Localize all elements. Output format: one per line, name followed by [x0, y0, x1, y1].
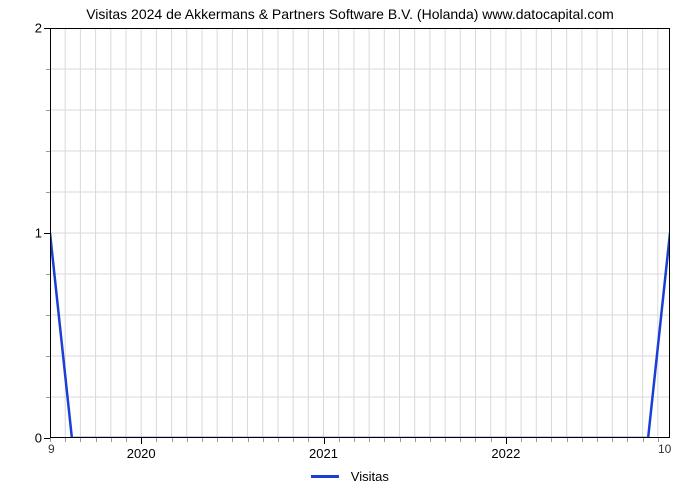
ytick-label: 1 — [12, 226, 42, 241]
xtick-label: 2022 — [491, 446, 520, 461]
legend-label: Visitas — [351, 469, 389, 484]
xtick-minor — [65, 438, 66, 442]
xtick-minor — [597, 438, 598, 442]
xtick-label: 2021 — [309, 446, 338, 461]
ytick-minor — [46, 151, 50, 152]
ytick-mark — [44, 233, 50, 234]
ytick-minor — [46, 397, 50, 398]
ytick-minor — [46, 69, 50, 70]
xtick-mark — [506, 438, 507, 444]
xtick-minor — [582, 438, 583, 442]
xtick-minor — [278, 438, 279, 442]
xtick-minor — [248, 438, 249, 442]
ytick-minor — [46, 110, 50, 111]
xtick-minor — [536, 438, 537, 442]
xtick-minor — [80, 438, 81, 442]
xtick-minor — [217, 438, 218, 442]
xtick-minor — [415, 438, 416, 442]
legend-swatch — [311, 475, 339, 478]
ytick-minor — [46, 356, 50, 357]
xtick-minor — [521, 438, 522, 442]
xtick-minor — [96, 438, 97, 442]
ytick-label: 2 — [12, 21, 42, 36]
xtick-minor — [400, 438, 401, 442]
xtick-minor — [627, 438, 628, 442]
xtick-minor — [445, 438, 446, 442]
chart-container: Visitas 2024 de Akkermans & Partners Sof… — [0, 0, 700, 500]
xtick-minor — [460, 438, 461, 442]
xtick-minor — [293, 438, 294, 442]
xtick-minor — [491, 438, 492, 442]
xtick-label: 2020 — [127, 446, 156, 461]
xtick-minor — [202, 438, 203, 442]
xtick-minor — [354, 438, 355, 442]
xtick-minor — [232, 438, 233, 442]
chart-title: Visitas 2024 de Akkermans & Partners Sof… — [0, 6, 700, 22]
xtick-minor — [384, 438, 385, 442]
ytick-minor — [46, 274, 50, 275]
xtick-minor — [430, 438, 431, 442]
legend: Visitas — [0, 468, 700, 484]
xtick-minor — [126, 438, 127, 442]
extra-label-right: 10 — [658, 442, 671, 456]
chart-svg — [50, 28, 670, 438]
ytick-label: 0 — [12, 431, 42, 446]
xtick-minor — [643, 438, 644, 442]
ytick-mark — [44, 28, 50, 29]
xtick-minor — [369, 438, 370, 442]
xtick-minor — [172, 438, 173, 442]
xtick-minor — [308, 438, 309, 442]
xtick-minor — [156, 438, 157, 442]
xtick-minor — [475, 438, 476, 442]
extra-label-left: 9 — [48, 442, 55, 456]
xtick-minor — [551, 438, 552, 442]
xtick-minor — [567, 438, 568, 442]
xtick-mark — [324, 438, 325, 444]
xtick-minor — [263, 438, 264, 442]
ytick-minor — [46, 315, 50, 316]
xtick-mark — [141, 438, 142, 444]
xtick-minor — [187, 438, 188, 442]
xtick-minor — [612, 438, 613, 442]
xtick-minor — [339, 438, 340, 442]
xtick-minor — [111, 438, 112, 442]
ytick-minor — [46, 192, 50, 193]
plot-area — [50, 28, 670, 438]
